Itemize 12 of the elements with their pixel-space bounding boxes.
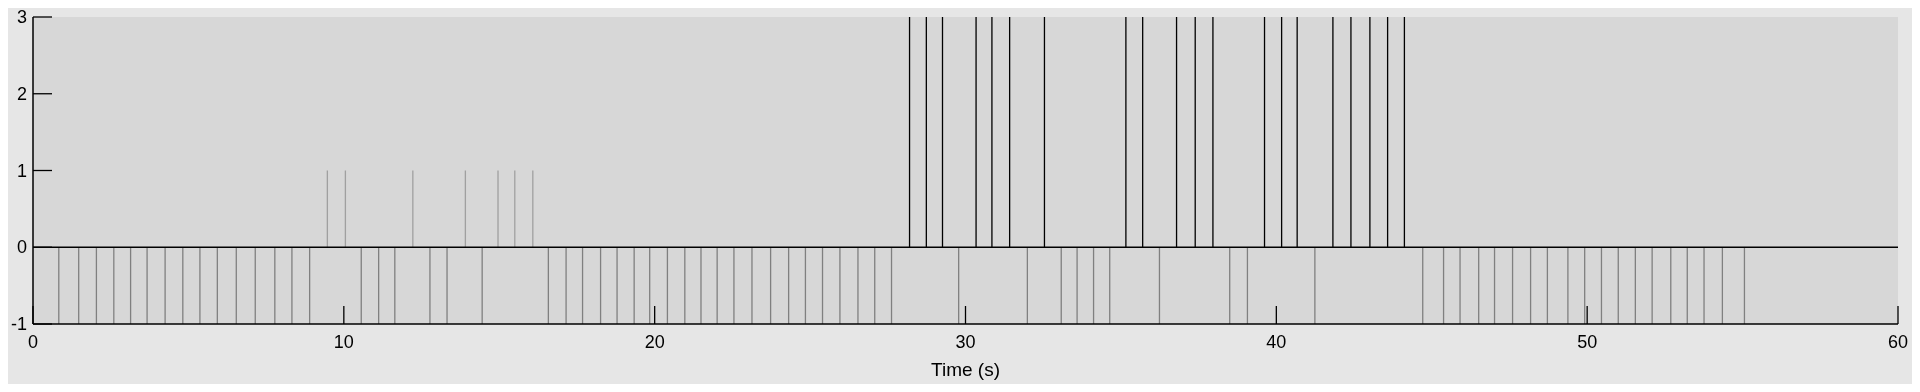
x-tick-label: 10	[333, 332, 354, 352]
x-tick-label: 60	[1887, 332, 1909, 352]
x-tick-label: 20	[644, 332, 665, 352]
y-tick-label: -1	[10, 314, 27, 334]
x-tick-label: 40	[1266, 332, 1287, 352]
x-tick-label: 30	[955, 332, 976, 352]
x-axis-title: Time (s)	[931, 359, 1000, 380]
y-tick-label: 2	[16, 83, 27, 104]
y-tick-label: 3	[16, 7, 27, 27]
y-tick-label: 0	[16, 237, 27, 258]
x-tick-label: 50	[1577, 332, 1598, 352]
y-tick-label: 1	[16, 160, 27, 181]
